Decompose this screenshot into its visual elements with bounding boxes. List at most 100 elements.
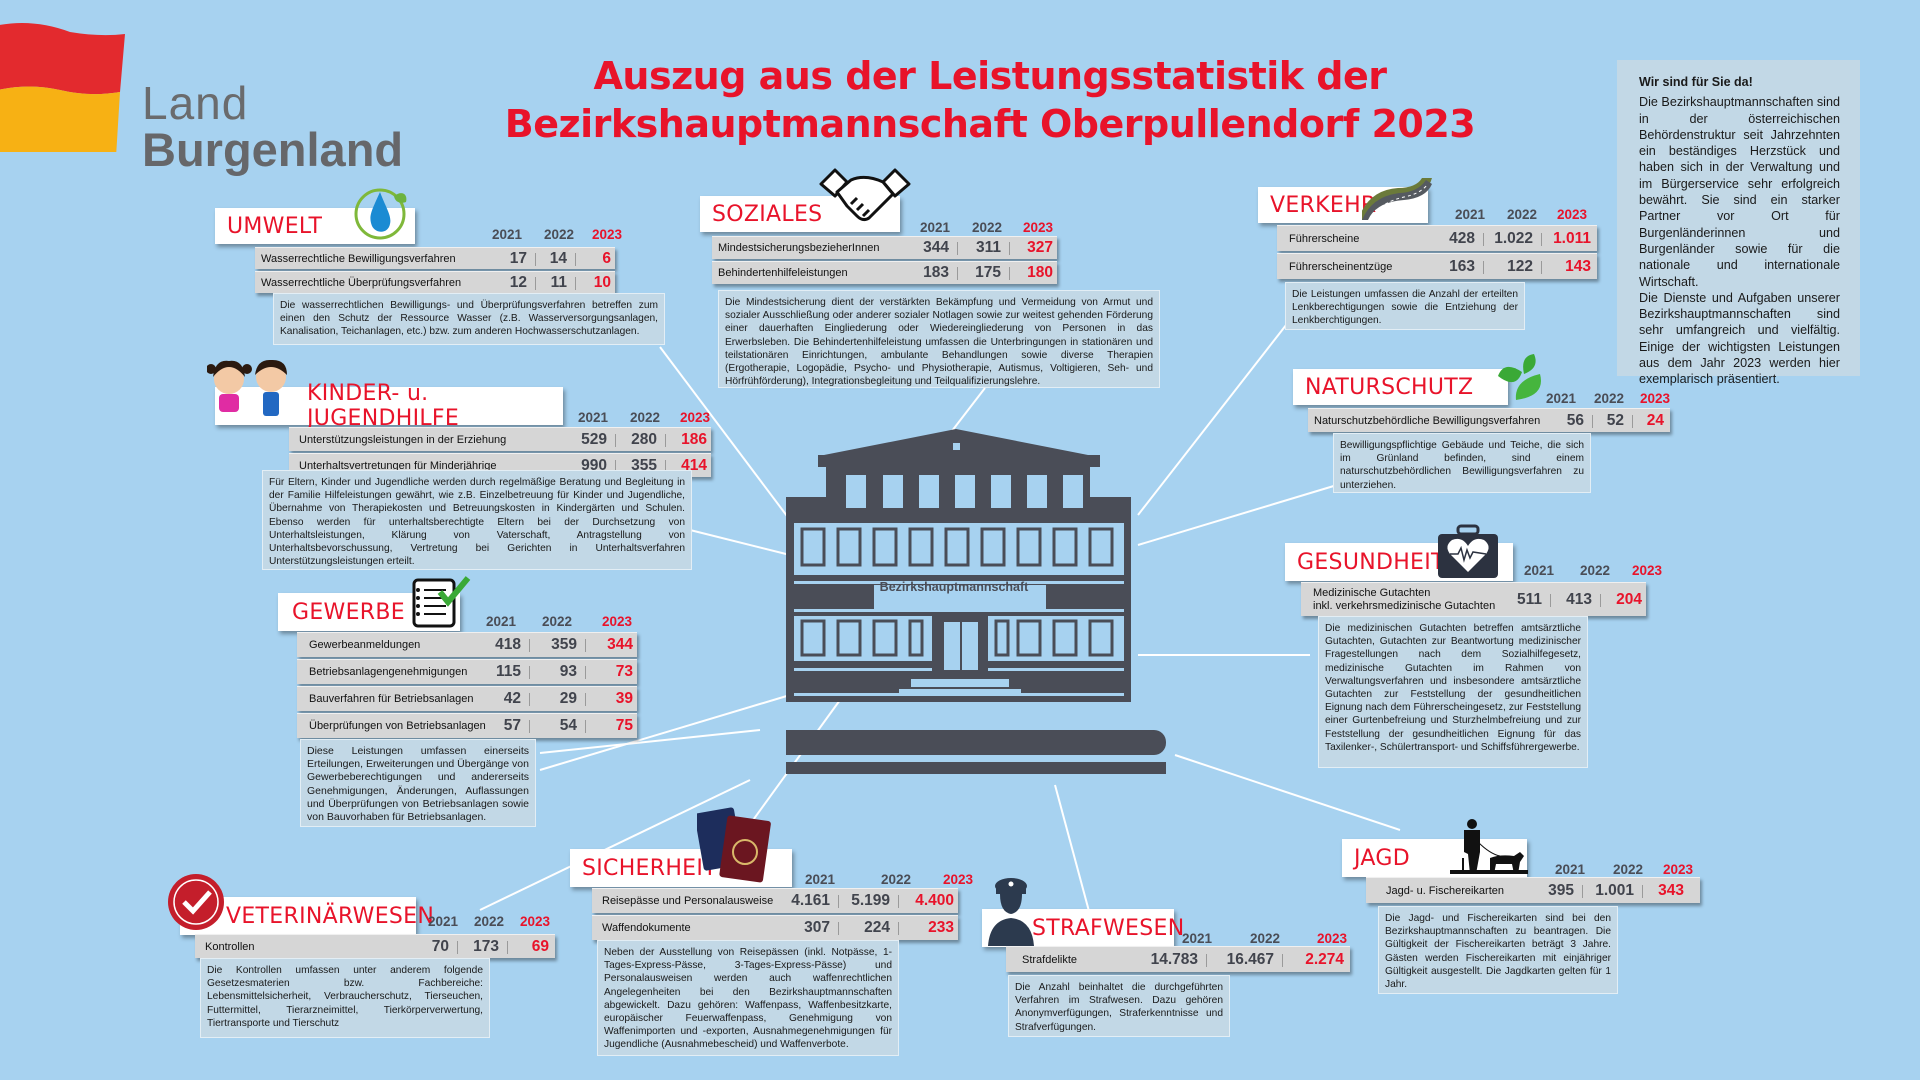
year-2021: 2021 — [919, 220, 950, 235]
value-2023: 204 — [1616, 590, 1642, 608]
value-2022: 173 — [467, 938, 508, 956]
row-label: Jagd- u. Fischereikarten — [1386, 884, 1504, 897]
kinder-title: KINDER- u. JUGENDHILFE — [307, 381, 460, 431]
table-row: Reisepässe und Personalausweise 4.161 5.… — [592, 888, 958, 913]
value-2023: 233 — [928, 919, 954, 936]
year-2023: 2023 — [1631, 563, 1662, 578]
burgenland-flag-icon — [0, 23, 125, 152]
value-2023: 343 — [1658, 881, 1684, 899]
row-label: Waffendokumente — [602, 922, 691, 934]
value-2021: 344 — [915, 239, 958, 257]
row-label: Kontrollen — [205, 940, 255, 953]
jagd-description: Die Jagd- und Fischereikarten sind bei d… — [1378, 906, 1618, 994]
value-2022: 52 — [1602, 412, 1633, 430]
table-row: Wasserrechtliche Überprüfungsverfahren 1… — [255, 271, 615, 293]
value-2022: 93 — [543, 663, 586, 681]
value-2023: 414 — [681, 456, 707, 474]
table-row: Bauverfahren für Betriebsanlagen 42 29 3… — [297, 686, 637, 711]
value-2023: 4.400 — [915, 892, 954, 909]
naturschutz-description: Bewilligungspflichtige Gebäude und Teich… — [1333, 433, 1591, 493]
row-label: Betriebsanlagengenehmigungen — [309, 666, 468, 678]
year-2021: 2021 — [1523, 563, 1554, 578]
value-2022: 1.022 — [1491, 230, 1542, 248]
medical-case-heart-icon — [1438, 524, 1498, 578]
value-2022: 11 — [545, 274, 576, 292]
value-2021: 42 — [487, 690, 530, 708]
row-label: Naturschutzbehördliche Bewilligungsverfa… — [1314, 414, 1541, 427]
year-2022: 2022 — [629, 410, 660, 425]
table-row: Naturschutzbehördliche Bewilligungsverfa… — [1308, 408, 1670, 432]
gewerbe-year-headers: 2021 2022 2023 — [478, 614, 632, 629]
verkehr-title: VERKEHR — [1270, 192, 1377, 218]
table-row: Führerscheine 428 1.022 1.011 — [1277, 225, 1597, 251]
year-2023: 2023 — [942, 872, 973, 887]
year-2021: 2021 — [491, 227, 522, 242]
kinder-description: Für Eltern, Kinder und Jugendliche werde… — [262, 470, 692, 570]
row-label: Unterhaltsvertretungen für Minderjährige — [299, 459, 497, 472]
year-2023: 2023 — [1022, 220, 1053, 235]
veterinaer-year-headers: 2021 2022 2023 — [418, 914, 550, 929]
sicherheit-description: Neben der Ausstellung von Reisepässen (i… — [597, 940, 899, 1056]
year-2023: 2023 — [679, 410, 710, 425]
umwelt-title: UMWELT — [227, 213, 323, 239]
value-2023: 327 — [1027, 239, 1053, 256]
value-2021: 4.161 — [788, 892, 839, 910]
year-2023: 2023 — [1662, 862, 1693, 877]
value-2023: 1.011 — [1553, 229, 1591, 247]
value-2021: 163 — [1443, 258, 1484, 276]
value-2023: 69 — [531, 937, 549, 955]
umwelt-year-headers: 2021 2022 2023 — [470, 227, 622, 242]
row-label: Gewerbeanmeldungen — [309, 639, 421, 651]
value-2023: 186 — [681, 430, 707, 448]
value-2021: 14.783 — [1140, 951, 1207, 969]
value-2021: 307 — [788, 919, 839, 937]
value-2022: 359 — [543, 636, 586, 654]
value-2023: 143 — [1565, 257, 1591, 275]
value-2022: 280 — [625, 431, 666, 449]
value-2023: 39 — [615, 690, 633, 707]
value-2022: 224 — [848, 919, 899, 937]
value-2023: 2.274 — [1305, 950, 1344, 968]
table-row: Strafdelikte 14.783 16.467 2.274 — [1006, 946, 1350, 972]
row-label: Medizinische Gutachten inkl. verkehrsmed… — [1313, 586, 1496, 612]
row-label: MindestsicherungsbezieherInnen — [718, 242, 880, 254]
year-2023: 2023 — [591, 227, 622, 242]
year-2021: 2021 — [427, 914, 458, 929]
verkehr-year-headers: 2021 2022 2023 — [1440, 207, 1587, 222]
table-row: Unterstützungsleistungen in der Erziehun… — [289, 427, 711, 451]
soziales-title: SOZIALES — [712, 201, 823, 227]
page-title: Auszug aus der Leistungsstatistik der Be… — [440, 52, 1540, 148]
value-2021: 56 — [1562, 412, 1593, 430]
year-2023: 2023 — [1556, 207, 1587, 222]
value-2023: 10 — [593, 273, 611, 291]
value-2023: 180 — [1027, 264, 1053, 281]
year-2021: 2021 — [1545, 391, 1576, 406]
row-label: Behindertenhilfeleistungen — [718, 267, 848, 279]
value-2022: 175 — [967, 264, 1010, 282]
year-2022: 2022 — [880, 872, 911, 887]
value-2021: 418 — [487, 636, 530, 654]
value-2022: 311 — [967, 239, 1010, 257]
year-2022: 2022 — [1593, 391, 1624, 406]
value-2022: 54 — [543, 717, 586, 735]
intro-text: Die Bezirkshauptmannschaften sind in der… — [1639, 95, 1840, 387]
year-2023: 2023 — [519, 914, 550, 929]
value-2021: 12 — [501, 274, 536, 292]
approved-seal-icon — [168, 874, 224, 930]
row-label: Reisepässe und Personalausweise — [602, 895, 774, 907]
table-row: Medizinische Gutachten inkl. verkehrsmed… — [1301, 582, 1646, 616]
value-2022: 14 — [545, 250, 576, 268]
building-label: Bezirkshauptmannschaft — [879, 580, 1029, 594]
hunter-dog-icon — [1450, 819, 1528, 874]
value-2021: 17 — [501, 250, 536, 268]
jagd-title: JAGD — [1354, 845, 1410, 871]
jagd-year-headers: 2021 2022 2023 — [1555, 862, 1693, 877]
value-2021: 183 — [915, 264, 958, 282]
row-label: Führerscheinentzüge — [1289, 260, 1393, 273]
children-icon — [207, 359, 287, 416]
soziales-year-headers: 2021 2022 2023 — [900, 220, 1053, 235]
row-label: Unterstützungsleistungen in der Erziehun… — [299, 433, 507, 446]
title-line-1: Auszug aus der Leistungsstatistik der — [593, 54, 1387, 98]
value-2022: 355 — [625, 457, 666, 475]
passport-icon — [697, 807, 771, 883]
